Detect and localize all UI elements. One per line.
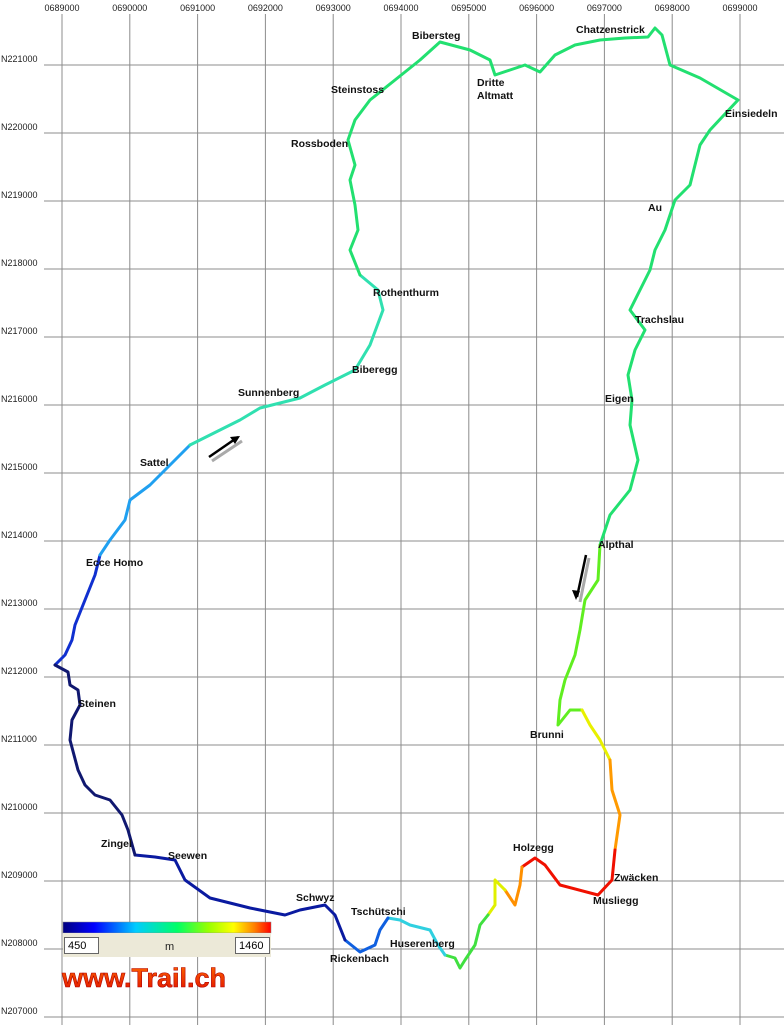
legend-unit: m — [165, 941, 174, 953]
place-label: Tschütschi — [351, 906, 406, 918]
place-label: Rossboden — [291, 138, 348, 150]
y-grid-label: N220000 — [1, 122, 38, 132]
route-segment — [503, 865, 524, 907]
y-grid-label: N221000 — [1, 54, 38, 64]
route-segment — [346, 26, 740, 547]
arrow — [575, 554, 588, 598]
place-label: Rothenthurm — [373, 287, 439, 299]
place-label: Alpthal — [598, 539, 634, 551]
place-labels: Bibersteg Chatzenstrick Steinstoss Einsi… — [78, 24, 778, 965]
route-segment — [53, 663, 137, 857]
x-grid-label: 0697000 — [587, 3, 622, 13]
route-segment — [343, 916, 390, 954]
place-label: Biberegg — [352, 364, 398, 376]
logo: www.Trail.ch — [61, 963, 226, 993]
route-segment — [520, 848, 617, 897]
route-segment — [608, 758, 622, 852]
x-grid-label: 0696000 — [519, 3, 554, 13]
place-label: Dritte Altmatt — [477, 77, 514, 102]
route-segment — [188, 273, 385, 447]
x-grid-label: 0699000 — [722, 3, 757, 13]
place-label: Rickenbach — [330, 953, 389, 965]
y-grid-label: N217000 — [1, 326, 38, 336]
place-label: Chatzenstrick — [576, 24, 645, 36]
y-grid-label: N219000 — [1, 190, 38, 200]
place-label: Seewen — [168, 850, 207, 862]
y-grid-label: N207000 — [1, 1006, 38, 1016]
route-segment — [443, 913, 490, 970]
route-segment — [53, 553, 102, 667]
arrow-shadow — [211, 439, 243, 463]
route — [53, 26, 740, 970]
x-grid-label: 0689000 — [44, 3, 79, 13]
route-segment — [386, 916, 447, 957]
route-segment — [556, 543, 602, 727]
place-label: Huserenberg — [390, 938, 455, 950]
y-grid-label: N208000 — [1, 938, 38, 948]
arrow-head — [230, 436, 240, 444]
route-segment — [133, 853, 347, 942]
place-label: Zwäcken — [614, 872, 658, 884]
place-label: Sattel — [140, 457, 169, 469]
x-grid-label: 0694000 — [383, 3, 418, 13]
place-label: Bibersteg — [412, 30, 460, 42]
place-label: Zingel — [101, 838, 132, 850]
place-label: Musliegg — [593, 895, 639, 907]
x-grid-label: 0698000 — [655, 3, 690, 13]
y-grid-label: N216000 — [1, 394, 38, 404]
place-label: Brunni — [530, 729, 564, 741]
route-segment — [580, 708, 612, 762]
arrow-shadow — [578, 557, 591, 603]
y-grid-label: N212000 — [1, 666, 38, 676]
legend-min: 450 — [64, 937, 99, 954]
y-grid-label: N218000 — [1, 258, 38, 268]
place-label: Einsiedeln — [725, 108, 778, 120]
x-grid-label: 0695000 — [451, 3, 486, 13]
grid: 0689000 0690000 0691000 0692000 0693000 06940… — [1, 3, 784, 1025]
y-grid-label: N214000 — [1, 530, 38, 540]
place-label: Au — [648, 202, 662, 214]
x-grid-label: 0690000 — [112, 3, 147, 13]
place-label: Schwyz — [296, 892, 335, 904]
legend-gradient — [62, 921, 272, 934]
place-label: Holzegg — [513, 842, 554, 854]
x-grid-label: 0692000 — [248, 3, 283, 13]
y-grid-label: N215000 — [1, 462, 38, 472]
x-grid-label: 0693000 — [316, 3, 351, 13]
arrow-head — [572, 590, 580, 600]
place-label: Sunnenberg — [238, 387, 299, 399]
route-segment — [486, 878, 507, 917]
arrows — [208, 435, 591, 603]
route-segment — [98, 443, 192, 557]
y-grid-label: N210000 — [1, 802, 38, 812]
x-grid-label: 0691000 — [180, 3, 215, 13]
y-grid-label: N211000 — [1, 734, 37, 744]
y-grid-label: N213000 — [1, 598, 38, 608]
place-label: Eigen — [605, 393, 634, 405]
y-grid-label: N209000 — [1, 870, 38, 880]
place-label: Ecce Homo — [86, 557, 143, 569]
place-label: Trachslau — [635, 314, 684, 326]
legend-max: 1460 — [235, 937, 270, 954]
place-label: Steinstoss — [331, 84, 384, 96]
place-label: Steinen — [78, 698, 116, 710]
